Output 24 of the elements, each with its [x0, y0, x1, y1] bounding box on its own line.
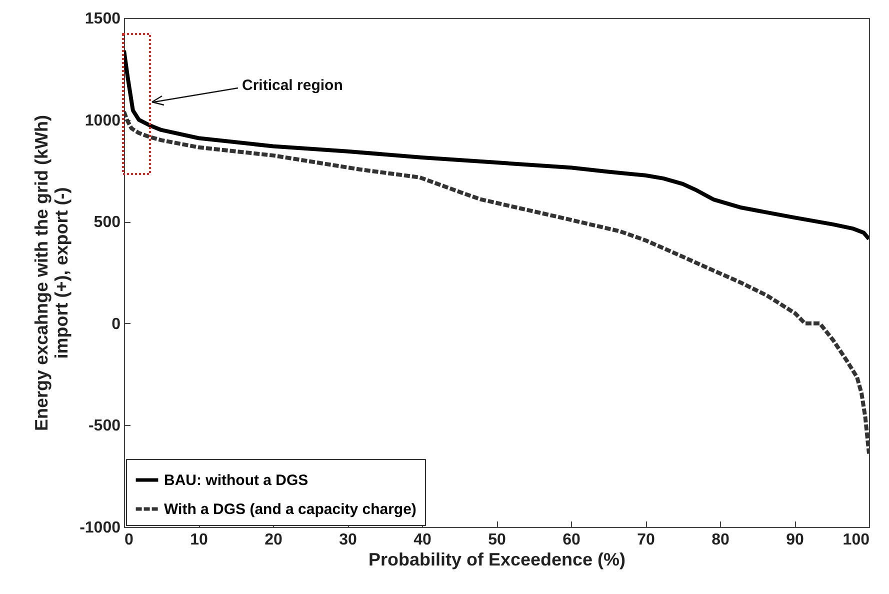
x-tick-label: 0 — [124, 532, 134, 548]
legend-label: With a DGS (and a capacity charge) — [164, 501, 416, 518]
x-tick-label: 60 — [562, 532, 580, 548]
legend-label: BAU: without a DGS — [164, 472, 308, 489]
x-axis-title: Probability of Exceedence (%) — [368, 550, 626, 570]
x-tick-label: 10 — [190, 532, 208, 548]
y-tick-label: -1000 — [80, 520, 121, 536]
y-tick-label: 0 — [112, 316, 121, 333]
y-tick-label: -500 — [88, 418, 121, 435]
y-axis-title: Energy excahnge with the grid (kWh) import (+), export (-) — [32, 114, 72, 432]
line-series — [124, 48, 869, 241]
line-series — [124, 110, 869, 456]
x-tick-label: 80 — [712, 532, 730, 548]
x-tick-label: 40 — [414, 532, 432, 548]
x-tick-label: 100 — [842, 532, 870, 548]
y-tick-label: 1000 — [84, 112, 121, 130]
x-tick-label: 50 — [488, 532, 506, 548]
y-tick-label: 1500 — [84, 10, 121, 28]
annotation: Critical region — [242, 77, 343, 94]
x-tick-label: 70 — [637, 532, 655, 548]
x-tick-label: 20 — [264, 532, 282, 548]
y-tick-label: 500 — [94, 214, 121, 232]
x-tick-label: 30 — [339, 532, 357, 548]
x-tick-label: 90 — [786, 532, 804, 548]
